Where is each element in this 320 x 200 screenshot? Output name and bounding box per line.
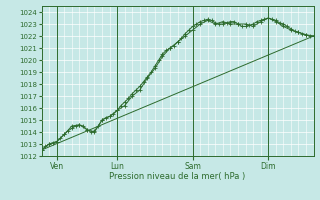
X-axis label: Pression niveau de la mer( hPa ): Pression niveau de la mer( hPa ) [109,172,246,181]
